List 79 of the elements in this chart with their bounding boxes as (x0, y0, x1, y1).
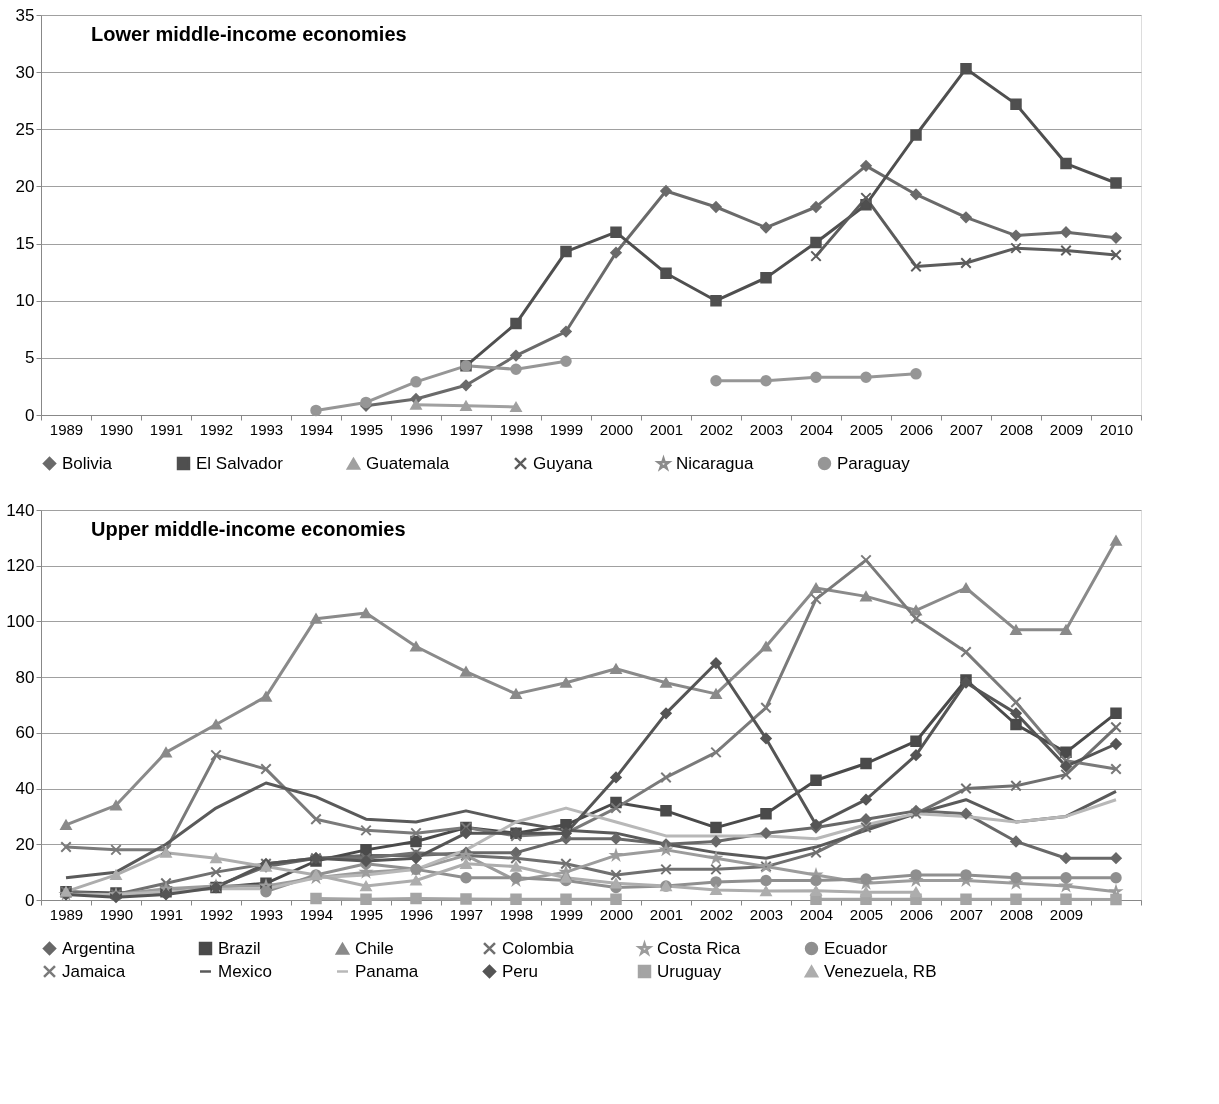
legend-label: Mexico (218, 961, 272, 981)
x-tick-label: 2007 (949, 905, 984, 923)
x-tick-label: 2006 (899, 420, 934, 438)
legend-label: Nicaragua (676, 454, 755, 474)
y-tick-label: 100 (6, 611, 35, 631)
chart-title: Lower middle-income economies (91, 23, 407, 45)
y-tick-label: 20 (15, 176, 35, 196)
x-tick-label: 2004 (799, 905, 834, 923)
legend-label: Costa Rica (657, 939, 741, 959)
x-tick-label: 2010 (1099, 420, 1134, 438)
x-tick-label: 1996 (399, 420, 434, 438)
legend-label: Guatemala (366, 453, 450, 473)
x-tick-label: 1997 (449, 905, 484, 923)
x-tick-label: 2005 (849, 905, 884, 923)
x-tick-label: 1992 (199, 905, 234, 923)
x-tick-label: 1995 (349, 905, 384, 923)
x-tick-label: 2008 (999, 905, 1034, 923)
x-tick-label: 1998 (499, 420, 534, 438)
x-tick-label: 1989 (49, 420, 84, 438)
x-tick-label: 2002 (699, 905, 734, 923)
legend-label: Bolivia (62, 453, 113, 473)
legend-label: Ecuador (824, 938, 888, 958)
y-tick-label: 0 (25, 890, 35, 910)
x-tick-label: 2007 (949, 420, 984, 438)
legend-label: Jamaica (62, 961, 126, 981)
legend-label: Uruguay (657, 961, 722, 981)
x-tick-label: 1993 (249, 420, 284, 438)
legend-label: Colombia (502, 938, 575, 958)
legend-label: Venezuela, RB (824, 961, 937, 981)
x-tick-label: 2003 (749, 905, 784, 923)
y-tick-label: 10 (15, 291, 35, 311)
y-tick-label: 40 (15, 779, 35, 799)
x-tick-label: 1997 (449, 420, 484, 438)
x-tick-label: 1989 (49, 905, 84, 923)
x-tick-label: 1991 (149, 905, 184, 923)
y-tick-label: 60 (15, 723, 35, 743)
x-tick-label: 1994 (299, 905, 334, 923)
legend-label: Brazil (218, 938, 261, 958)
y-tick-label: 5 (25, 348, 35, 368)
x-tick-label: 2005 (849, 420, 884, 438)
y-tick-label: 80 (15, 667, 35, 687)
x-tick-label: 1990 (99, 420, 134, 438)
x-tick-label: 1996 (399, 905, 434, 923)
x-tick-label: 1999 (549, 420, 584, 438)
y-tick-label: 15 (15, 234, 35, 254)
x-tick-label: 1992 (199, 420, 234, 438)
y-tick-label: 140 (6, 500, 35, 520)
chart-title: Upper middle-income economies (91, 518, 406, 540)
x-tick-label: 2000 (599, 420, 634, 438)
x-tick-label: 2008 (999, 420, 1034, 438)
x-tick-label: 1995 (349, 420, 384, 438)
x-tick-label: 2002 (699, 420, 734, 438)
x-tick-label: 1990 (99, 905, 134, 923)
x-tick-label: 1999 (549, 905, 584, 923)
x-tick-label: 2009 (1049, 420, 1084, 438)
x-tick-label: 1993 (249, 905, 284, 923)
x-tick-label: 2003 (749, 420, 784, 438)
x-tick-label: 1991 (149, 420, 184, 438)
legend-label: Paraguay (837, 453, 911, 473)
legend-label: Guyana (533, 453, 594, 473)
legend-label: El Salvador (196, 453, 284, 473)
x-tick-label: 1998 (499, 905, 534, 923)
x-tick-label: 2001 (649, 420, 684, 438)
y-tick-label: 0 (25, 405, 35, 425)
x-tick-label: 2006 (899, 905, 934, 923)
legend-label: Chile (355, 938, 394, 958)
y-tick-label: 35 (15, 5, 35, 25)
x-tick-label: 2004 (799, 420, 834, 438)
y-tick-label: 120 (6, 556, 35, 576)
x-tick-label: 1994 (299, 420, 334, 438)
y-tick-label: 25 (15, 119, 35, 139)
legend-label: Panama (355, 961, 419, 981)
y-tick-label: 20 (15, 834, 35, 854)
legend-label: Peru (502, 961, 538, 981)
legend-label: Argentina (62, 938, 136, 958)
y-tick-label: 30 (15, 62, 35, 82)
x-tick-label: 2000 (599, 905, 634, 923)
x-tick-label: 2009 (1049, 905, 1084, 923)
x-tick-label: 2001 (649, 905, 684, 923)
